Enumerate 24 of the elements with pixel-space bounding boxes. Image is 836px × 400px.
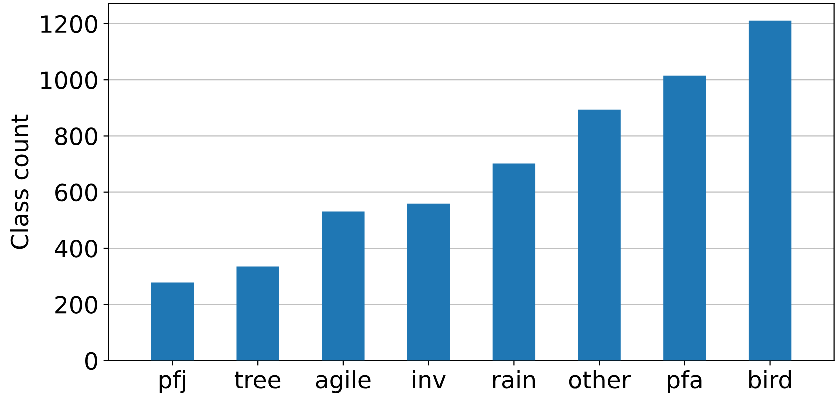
y-tick-label: 1200	[41, 15, 98, 34]
bar	[492, 164, 536, 361]
y-axis-title: Class count	[10, 114, 29, 250]
x-tick-label: bird	[750, 370, 792, 389]
y-tick-label: 0	[85, 352, 98, 370]
x-tick-label: agile	[316, 370, 371, 394]
bar	[236, 266, 280, 361]
y-tick-label: 400	[55, 240, 98, 258]
y-tick-label: 600	[56, 184, 98, 202]
y-tick-label: 200	[56, 296, 98, 314]
bar	[407, 204, 450, 361]
bar	[748, 20, 792, 361]
bar	[578, 110, 621, 361]
bar	[151, 282, 194, 361]
x-tick-label: rain	[493, 370, 536, 389]
x-tick-label: inv	[413, 370, 446, 388]
x-tick-label: other	[569, 370, 632, 389]
y-tick-label: 800	[55, 128, 98, 146]
y-tick-label: 1000	[41, 72, 98, 90]
x-tick-label: tree	[234, 372, 281, 389]
bar	[322, 212, 365, 361]
x-tick-label: pfa	[668, 370, 702, 394]
bar	[664, 76, 706, 361]
x-tick-label: pfj	[160, 370, 186, 394]
